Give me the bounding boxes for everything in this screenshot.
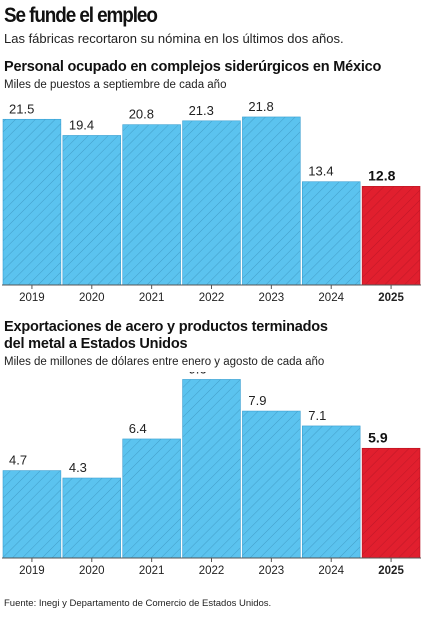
chart1-tick-label: 2023 [259,292,285,304]
chart2-tick-label: 2020 [79,565,105,577]
chart1-value-label: 21.3 [189,103,214,118]
chart1-tick-label: 2024 [318,292,344,304]
chart2-value-label: 9.6 [189,372,207,376]
chart1-value-label: 21.5 [9,101,34,116]
source-note: Fuente: Inegi y Departamento de Comercio… [4,598,272,609]
chart1-tick-label: 2025 [378,292,404,304]
chart1-bar-2025 [361,186,421,286]
chart1-value-label: 12.8 [368,167,395,183]
chart1-value-label: 21.8 [248,99,273,114]
chart1-tick-label: 2022 [199,292,225,304]
chart1-bar-2020 [62,135,122,286]
chart1-bar-2019 [2,118,62,286]
chart1-title: Personal ocupado en complejos siderúrgic… [4,59,382,75]
chart2-title: Exportaciones de acero y productos termi… [4,319,328,352]
chart1-tick-label: 2019 [19,292,45,304]
chart2-value-label: 7.1 [308,408,326,423]
chart2-bar-2019 [2,470,62,559]
chart2-tick-label: 2019 [19,565,45,577]
chart2-tick-label: 2025 [378,565,404,577]
chart2-subtitle: Miles de millones de dólares entre enero… [4,356,325,368]
chart1-bar-2022 [182,120,241,286]
chart2-bar-2022 [182,379,241,559]
chart1-bar-2023 [242,116,301,286]
chart1-tick-label: 2020 [79,292,105,304]
chart1-plot: 21.5 2019 19.4 2020 20.8 2021 21.3 2022 21.8 2023… [2,99,421,304]
chart2-bar-2024 [301,425,361,559]
chart2-bar-2021 [122,438,181,559]
chart2-tick-label: 2022 [199,565,225,577]
chart2-value-label: 6.4 [129,421,147,436]
chart1-bar-2021 [122,124,181,286]
chart1-tick-label: 2021 [139,292,165,304]
chart2-tick-label: 2023 [259,565,285,577]
chart2-bar-2020 [62,477,122,559]
chart2-value-label: 7.9 [248,393,266,408]
chart2-value-label: 5.9 [368,429,388,445]
chart2-tick-label: 2021 [139,565,165,577]
chart1-value-label: 13.4 [308,164,333,179]
chart1-value-label: 19.4 [69,117,94,132]
chart1-subtitle: Miles de puestos a septiembre de cada añ… [4,79,227,91]
chart1-value-label: 20.8 [129,107,154,122]
chart2-value-label: 4.7 [9,453,27,468]
page-title: Se funde el empleo [4,4,158,27]
chart2-bar-2023 [242,410,301,559]
chart2-tick-label: 2024 [318,565,344,577]
chart2-bar-2025 [361,447,421,559]
chart1-bar-2024 [301,181,361,286]
chart2-plot: 4.7 2019 4.3 2020 6.4 2021 9.6 2022 7.9 2023 7.1 20… [2,372,421,577]
chart2-value-label: 4.3 [69,460,87,475]
page-subtitle: Las fábricas recortaron su nómina en los… [4,31,344,46]
